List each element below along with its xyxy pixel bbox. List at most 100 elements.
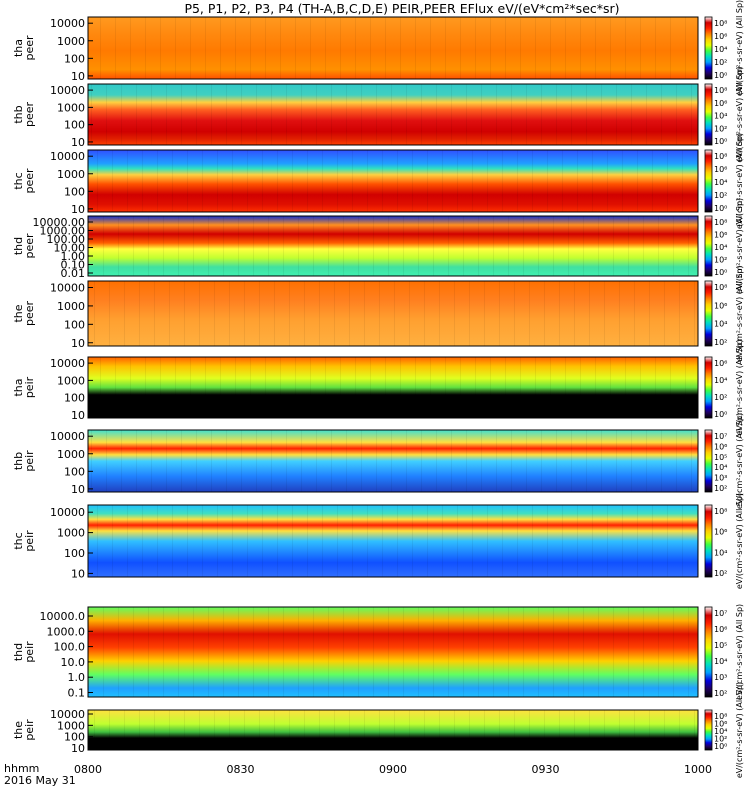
texture-stripe: [541, 84, 542, 145]
y-tick-label: 10000: [50, 506, 85, 519]
y-axis-label: peir: [23, 530, 36, 552]
texture-stripe: [124, 710, 125, 750]
texture-stripe: [211, 84, 212, 145]
texture-stripe: [439, 710, 440, 750]
colorbar-tick-label: 10²: [714, 569, 727, 578]
texture-stripe: [673, 607, 674, 697]
texture-stripe: [262, 505, 263, 577]
panel-frame: [87, 16, 699, 80]
colorbar-tick-label: 10⁴: [714, 320, 727, 329]
colorbar-tick-label: 10⁰: [714, 204, 727, 213]
texture-stripe: [214, 710, 215, 750]
texture-stripe: [256, 84, 257, 145]
texture-stripe: [448, 216, 449, 276]
colorbar-tick-label: 10²: [714, 393, 727, 402]
texture-stripe: [391, 430, 392, 492]
texture-stripe: [103, 216, 104, 276]
texture-stripe: [475, 17, 476, 79]
texture-stripe: [280, 357, 281, 418]
texture-stripe: [352, 505, 353, 577]
texture-stripe: [523, 607, 524, 697]
texture-stripe: [277, 150, 278, 212]
texture-stripe: [199, 710, 200, 750]
colorbar-tick-label: 10⁰: [714, 268, 727, 277]
texture-stripe: [163, 216, 164, 276]
colorbar-tick-label: 10⁴: [714, 727, 727, 736]
texture-stripe: [298, 607, 299, 697]
texture-stripe: [517, 505, 518, 577]
panel-frame: [87, 504, 699, 578]
texture-stripe: [520, 17, 521, 79]
texture-stripe: [157, 505, 158, 577]
y-axis-label: tha: [12, 378, 25, 396]
texture-stripe: [403, 607, 404, 697]
panel-frame: [87, 606, 699, 698]
colorbar-tick-label: 10²: [714, 735, 727, 744]
texture-stripe: [136, 430, 137, 492]
texture-stripe: [268, 607, 269, 697]
texture-stripe: [139, 281, 140, 346]
texture-stripe: [292, 150, 293, 212]
texture-stripe: [652, 505, 653, 577]
texture-stripe: [301, 84, 302, 145]
colorbar-tick-label: 10²: [714, 338, 727, 347]
y-tick-label: 1000: [57, 168, 85, 181]
x-tick-label: 0800: [74, 763, 102, 776]
texture-stripe: [670, 17, 671, 79]
colorbar: [704, 83, 713, 146]
colorbar: [704, 16, 713, 80]
colorbar-tick-label: 10⁸: [714, 507, 727, 516]
texture-stripe: [601, 84, 602, 145]
texture-stripe: [535, 357, 536, 418]
panel-frame: [87, 83, 699, 146]
texture-stripe: [370, 357, 371, 418]
texture-stripe: [436, 430, 437, 492]
texture-stripe: [661, 430, 662, 492]
spectrogram-image: [88, 505, 698, 577]
texture-stripe: [361, 430, 362, 492]
spectrogram-image: [88, 607, 698, 697]
texture-stripe: [412, 150, 413, 212]
texture-stripe: [586, 430, 587, 492]
texture-stripe: [358, 216, 359, 276]
texture-stripe: [472, 150, 473, 212]
y-tick-label: 1000: [57, 448, 85, 461]
texture-stripe: [163, 607, 164, 697]
texture-stripe: [337, 505, 338, 577]
texture-stripe: [328, 216, 329, 276]
texture-stripe: [325, 17, 326, 79]
texture-stripe: [169, 281, 170, 346]
texture-stripe: [616, 84, 617, 145]
texture-stripe: [442, 150, 443, 212]
x-tick-label: 1000: [684, 763, 712, 776]
texture-stripe: [634, 281, 635, 346]
texture-stripe: [262, 150, 263, 212]
texture-stripe: [178, 607, 179, 697]
texture-stripe: [106, 430, 107, 492]
texture-stripe: [475, 357, 476, 418]
spectrogram-image: [88, 430, 698, 492]
texture-stripe: [529, 281, 530, 346]
y-tick-label: 100: [64, 392, 85, 405]
y-tick-label: 0.10: [61, 259, 86, 272]
texture-stripe: [688, 216, 689, 276]
colorbar-tick-label: 10²: [714, 689, 727, 698]
panel-frame: [87, 149, 699, 213]
colorbar-tick-label: 10⁸: [714, 19, 727, 28]
texture-stripe: [241, 84, 242, 145]
texture-stripe: [295, 357, 296, 418]
texture-stripe: [640, 17, 641, 79]
texture-stripe: [556, 430, 557, 492]
texture-stripe: [193, 607, 194, 697]
y-tick-label: 100.00: [47, 233, 86, 246]
panel-frame: [87, 280, 699, 347]
colorbar: [704, 356, 713, 419]
texture-stripe: [271, 84, 272, 145]
texture-stripe: [571, 84, 572, 145]
texture-stripe: [433, 216, 434, 276]
texture-stripe: [310, 17, 311, 79]
